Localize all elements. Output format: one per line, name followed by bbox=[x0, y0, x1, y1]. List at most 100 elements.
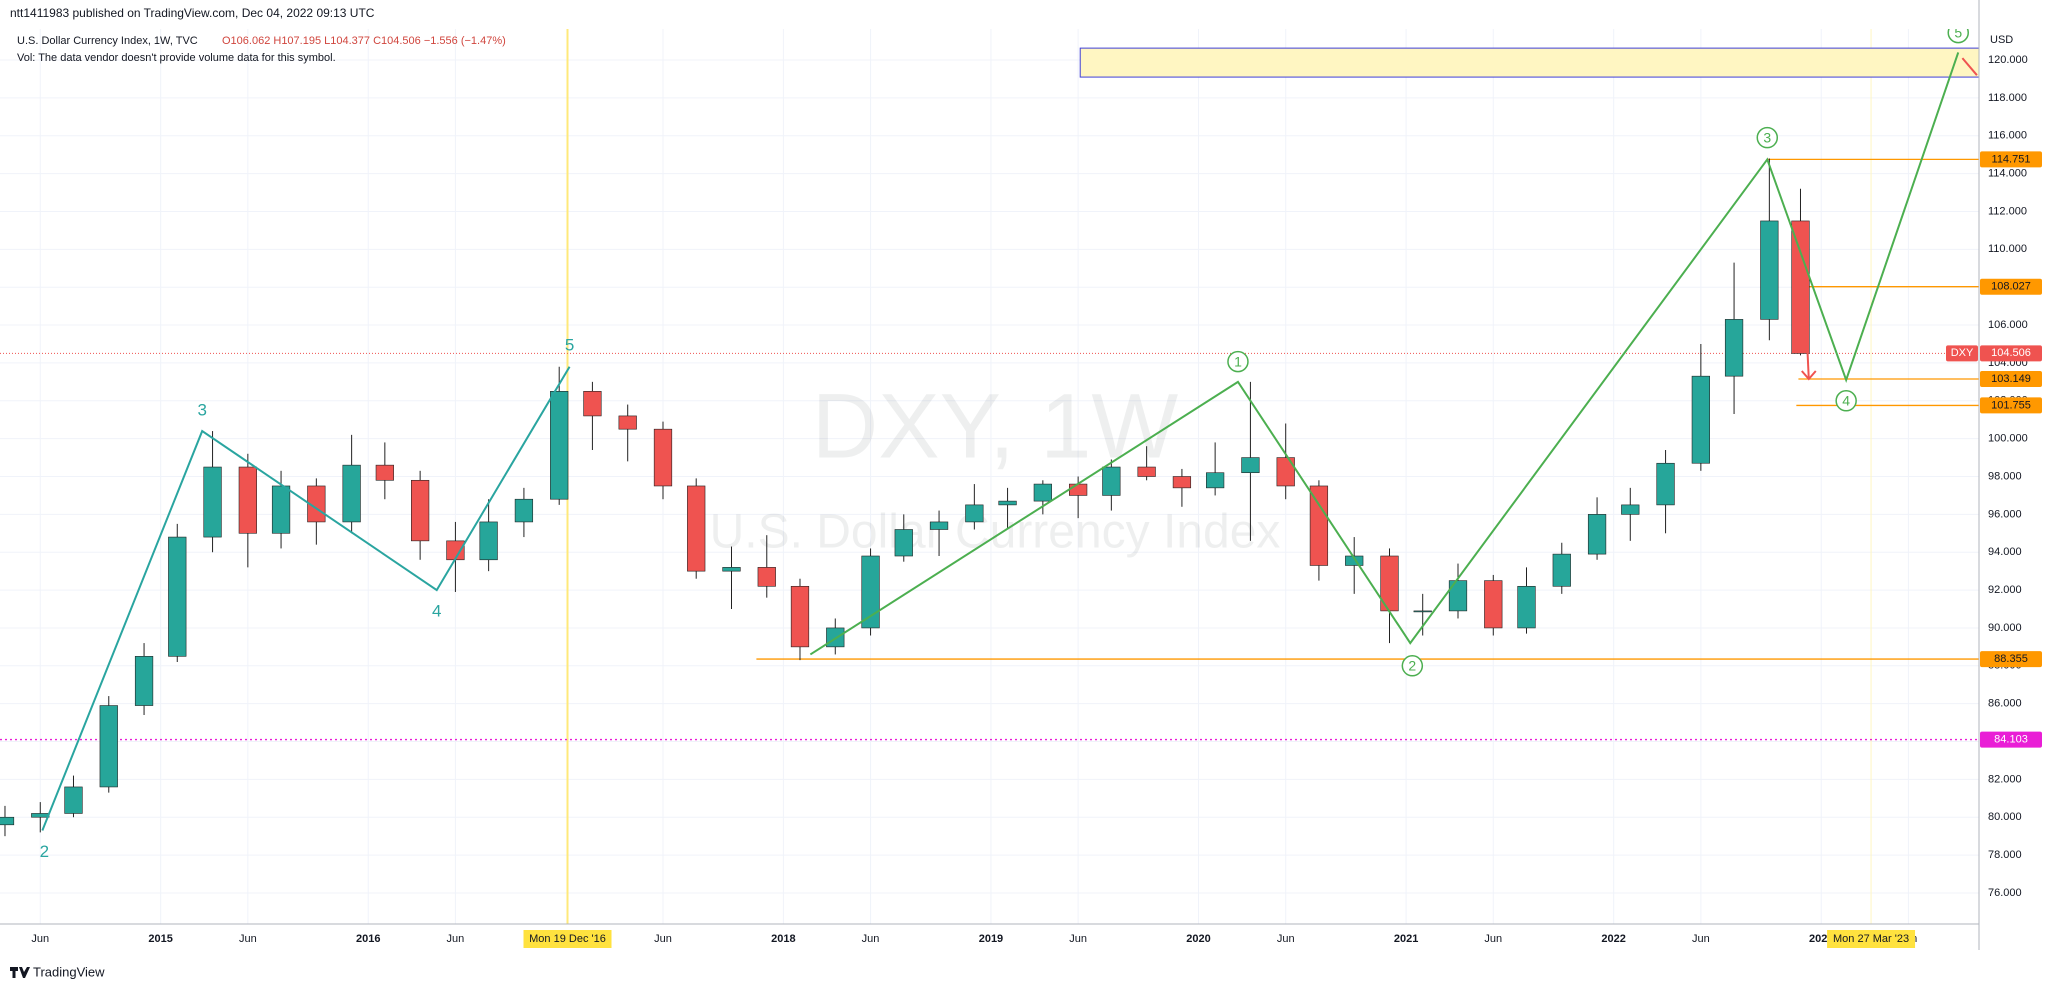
y-tick-label: 92.000 bbox=[1988, 584, 2022, 596]
logo-icon bbox=[10, 967, 30, 978]
wave-line bbox=[41, 366, 571, 831]
price-tag-label: 88.355 bbox=[1994, 653, 2028, 665]
y-tick-label: 118.000 bbox=[1988, 92, 2027, 104]
wave-line bbox=[1803, 289, 1810, 380]
x-tick-label: Jun bbox=[1484, 933, 1502, 945]
candle-body bbox=[1309, 485, 1329, 566]
candle-body bbox=[168, 536, 187, 657]
y-tick-label: 96.000 bbox=[1988, 508, 2022, 520]
x-tick-label: Jun bbox=[862, 933, 880, 945]
wave-label: 1 bbox=[1234, 353, 1242, 369]
wave-label: 5 bbox=[1954, 24, 1962, 40]
candle-body bbox=[1587, 514, 1607, 555]
footer-logo: TradingView bbox=[10, 964, 105, 979]
publisher: ntt1411983 published on TradingView.com,… bbox=[10, 6, 375, 20]
x-tick-label: 2019 bbox=[979, 933, 1003, 945]
x-tick-label: Jun bbox=[447, 933, 465, 945]
price-tag bbox=[1980, 278, 2042, 295]
wave-label: 3 bbox=[1763, 129, 1771, 145]
candle-body bbox=[1517, 585, 1536, 629]
volume-note: Vol: The data vendor doesn't provide vol… bbox=[17, 52, 336, 64]
candle-body bbox=[514, 498, 534, 523]
candle-body bbox=[64, 786, 83, 814]
y-tick-label: 76.000 bbox=[1988, 887, 2022, 899]
highlight-label-bg bbox=[1827, 930, 1916, 948]
candle-body bbox=[1656, 462, 1675, 506]
zone bbox=[1079, 47, 1979, 78]
candle-body bbox=[31, 813, 50, 818]
x-tick-label: Jun bbox=[1692, 933, 1710, 945]
candle-body bbox=[1552, 553, 1571, 587]
candle-body bbox=[894, 529, 913, 557]
symbol-info: U.S. Dollar Currency Index, 1W, TVC bbox=[17, 35, 198, 47]
candle-body bbox=[99, 705, 118, 788]
candle-body bbox=[1069, 483, 1088, 496]
candle-body bbox=[1241, 457, 1260, 474]
y-tick-label: 116.000 bbox=[1988, 130, 2027, 142]
candle-body bbox=[618, 415, 637, 430]
price-tag-label: 103.149 bbox=[1991, 373, 2031, 385]
candle-body bbox=[790, 585, 810, 648]
candle-body bbox=[479, 521, 498, 561]
y-tick-label: 114.000 bbox=[1988, 168, 2027, 180]
candle-body bbox=[134, 656, 154, 706]
price-tag bbox=[1980, 151, 2042, 168]
x-tick-label: 2021 bbox=[1394, 933, 1418, 945]
candle-body bbox=[1137, 466, 1156, 477]
candle-body bbox=[687, 485, 706, 572]
y-tick-label: 100.000 bbox=[1988, 433, 2028, 445]
wave-label: 2 bbox=[40, 842, 49, 861]
candle-body bbox=[757, 567, 776, 587]
y-tick-label: 82.000 bbox=[1988, 773, 2022, 785]
y-tick-label: 112.000 bbox=[1988, 205, 2027, 217]
price-tag bbox=[1980, 731, 2042, 748]
candle-body bbox=[1033, 483, 1052, 502]
candle-body bbox=[1484, 580, 1503, 629]
wave-line bbox=[809, 52, 1960, 656]
candle-body bbox=[0, 816, 15, 826]
wave-circle bbox=[1756, 126, 1779, 149]
wave-label: 4 bbox=[432, 601, 441, 620]
candle-body bbox=[1691, 375, 1710, 464]
y-tick-label: 106.000 bbox=[1988, 319, 2028, 331]
x-tick-label: 2018 bbox=[771, 933, 795, 945]
candle-body bbox=[1413, 610, 1432, 613]
candle-body bbox=[653, 428, 673, 487]
y-tick-label: 94.000 bbox=[1988, 546, 2022, 558]
price-tag-label: 108.027 bbox=[1991, 281, 2031, 293]
candle-body bbox=[411, 479, 430, 542]
wave-circle bbox=[1947, 29, 1969, 44]
y-tick-label: 120.000 bbox=[1988, 54, 2028, 66]
candle-body bbox=[550, 391, 569, 500]
footer-brand: TradingView bbox=[33, 964, 105, 979]
candle-body bbox=[965, 504, 984, 523]
wave-label: 3 bbox=[197, 401, 206, 420]
candle-body bbox=[375, 464, 394, 481]
highlight-label: Mon 27 Mar '23 bbox=[1833, 933, 1909, 945]
candle-body bbox=[307, 485, 326, 523]
candle-body bbox=[1276, 457, 1295, 487]
y-tick-label: 86.000 bbox=[1988, 698, 2022, 710]
x-tick-label: Jun bbox=[31, 933, 49, 945]
price-tag bbox=[1980, 651, 2042, 668]
watermark: DXY, 1W U.S. Dollar Currency Index bbox=[710, 375, 1281, 558]
plot: 2 3 4 5 1 2 3 4 5 bbox=[0, 24, 1979, 861]
y-tick-label: 78.000 bbox=[1988, 849, 2022, 861]
price-tag-label: 101.755 bbox=[1991, 399, 2031, 411]
candle-body bbox=[998, 500, 1017, 506]
symbol-tag-label: DXY bbox=[1951, 347, 1974, 359]
y-tick-label: 110.000 bbox=[1988, 243, 2027, 255]
price-tag bbox=[1980, 345, 2042, 362]
ohlc-info: O106.062 H107.195 L104.377 C104.506 −1.5… bbox=[222, 35, 506, 47]
x-tick-label: Jun bbox=[654, 933, 672, 945]
x-tick-label: 2022 bbox=[1601, 933, 1625, 945]
candle-body bbox=[1102, 466, 1121, 496]
symbol-tag bbox=[1946, 345, 1978, 362]
candle-body bbox=[583, 391, 602, 417]
y-tick-label: 98.000 bbox=[1988, 470, 2022, 482]
price-tag-label: 114.751 bbox=[1992, 153, 2031, 165]
price-tag bbox=[1980, 397, 2042, 414]
candle-body bbox=[1345, 555, 1364, 566]
